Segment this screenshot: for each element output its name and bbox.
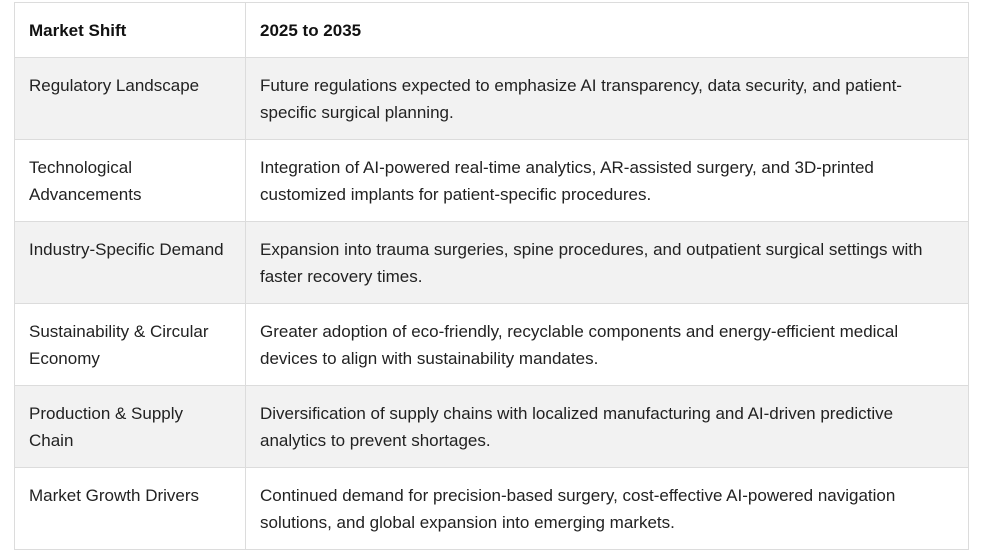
market-shift-table-container: Market Shift 2025 to 2035 Regulatory Lan… [14, 2, 969, 550]
header-market-shift: Market Shift [14, 2, 246, 58]
table-row: Technological Advancements Integration o… [14, 139, 969, 222]
row-description: Integration of AI-powered real-time anal… [245, 139, 969, 222]
table-row: Market Growth Drivers Continued demand f… [14, 467, 969, 550]
table-body: Regulatory Landscape Future regulations … [14, 57, 969, 550]
market-shift-table: Market Shift 2025 to 2035 Regulatory Lan… [14, 2, 969, 550]
row-label: Industry-Specific Demand [14, 221, 246, 304]
row-description: Diversification of supply chains with lo… [245, 385, 969, 468]
row-label: Market Growth Drivers [14, 467, 246, 550]
table-row: Regulatory Landscape Future regulations … [14, 57, 969, 140]
table-header: Market Shift 2025 to 2035 [14, 2, 969, 58]
row-label: Sustainability & Circular Economy [14, 303, 246, 386]
header-row: Market Shift 2025 to 2035 [14, 2, 969, 58]
row-label: Regulatory Landscape [14, 57, 246, 140]
row-description: Continued demand for precision-based sur… [245, 467, 969, 550]
table-row: Industry-Specific Demand Expansion into … [14, 221, 969, 304]
row-label: Production & Supply Chain [14, 385, 246, 468]
row-description: Future regulations expected to emphasize… [245, 57, 969, 140]
row-label: Technological Advancements [14, 139, 246, 222]
row-description: Greater adoption of eco-friendly, recycl… [245, 303, 969, 386]
header-period: 2025 to 2035 [245, 2, 969, 58]
table-row: Production & Supply Chain Diversificatio… [14, 385, 969, 468]
table-row: Sustainability & Circular Economy Greate… [14, 303, 969, 386]
row-description: Expansion into trauma surgeries, spine p… [245, 221, 969, 304]
